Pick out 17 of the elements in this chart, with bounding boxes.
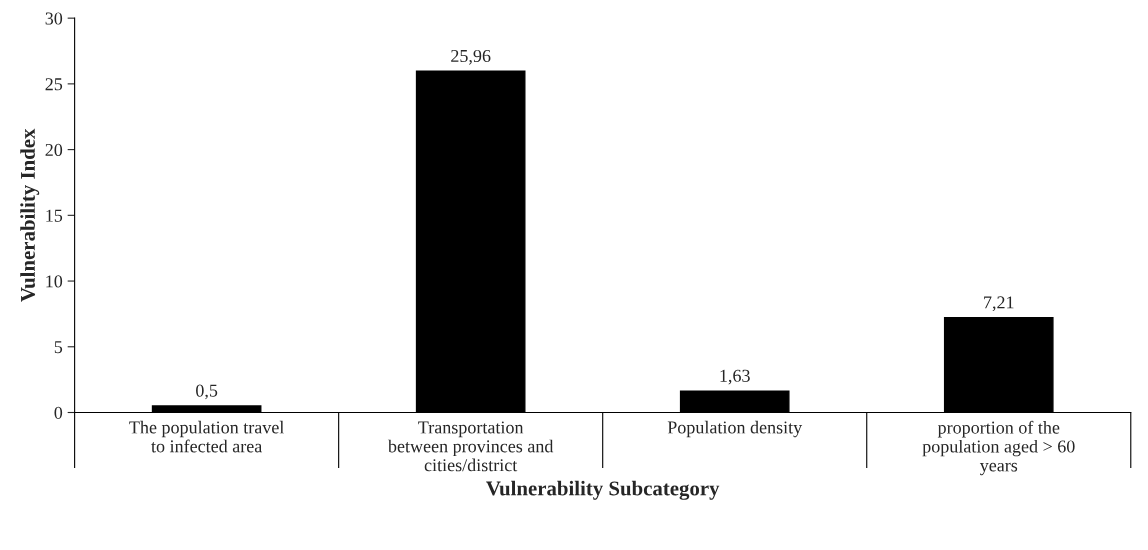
- y-tick-label: 20: [45, 143, 63, 157]
- x-tick-label: Population density: [667, 420, 803, 438]
- data-label: 0,5: [196, 384, 218, 400]
- y-tick-label: 5: [54, 341, 63, 354]
- y-tick-label: 25: [45, 78, 63, 91]
- data-label: 1,63: [720, 369, 750, 385]
- y-tick-label: 0: [54, 406, 63, 419]
- data-label: 7,21: [984, 296, 1014, 312]
- y-tick-label: 10: [46, 275, 63, 288]
- y-axis-title: Vulnerability Index: [20, 128, 40, 302]
- x-tick-label: The population travel to infected area: [129, 420, 284, 453]
- data-label: 25,96: [451, 49, 491, 65]
- x-tick-label: Transportation between provinces and cities/district: [387, 421, 554, 472]
- x-axis-title: Vulnerability Subcategory: [486, 480, 720, 500]
- x-tick-label: proportion of the population aged > 60 years: [922, 420, 1075, 476]
- y-tick-label: 30: [45, 12, 63, 25]
- y-tick-label: 15: [46, 209, 63, 222]
